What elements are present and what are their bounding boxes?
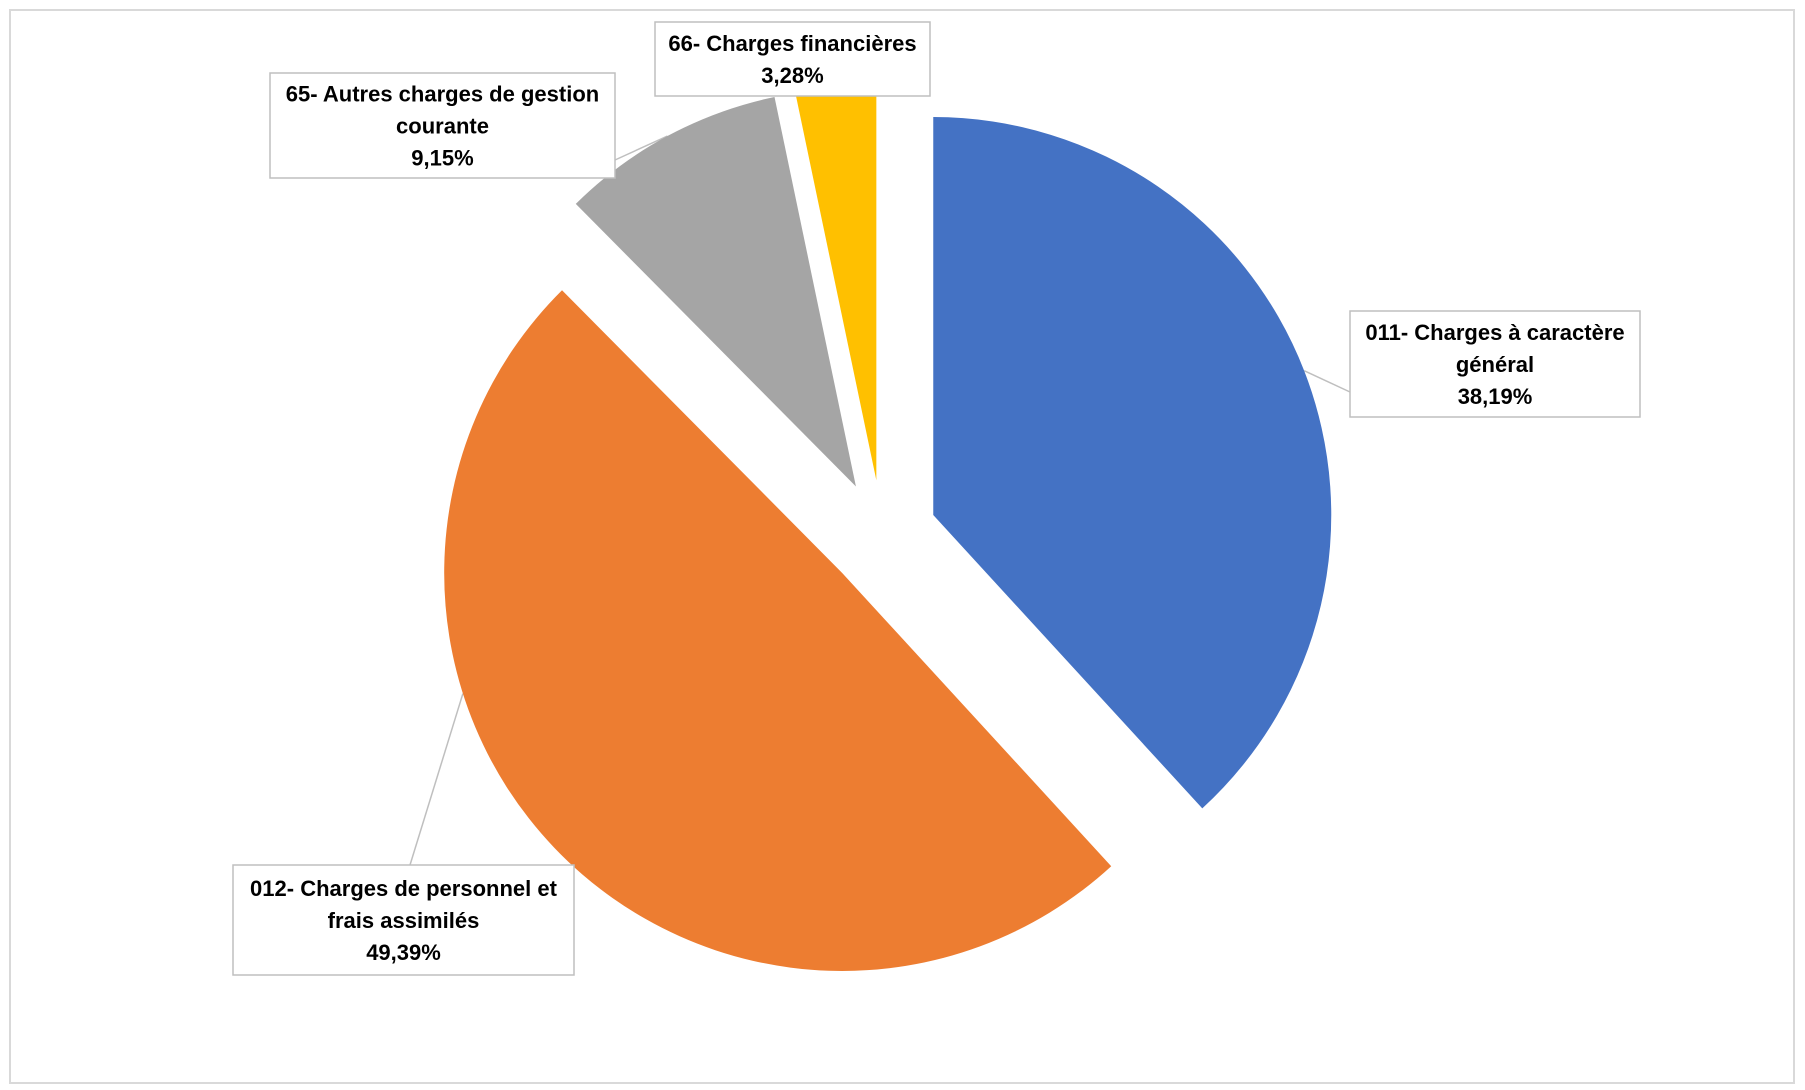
data-label-category-autres-charges-gestion: 65- Autres charges de gestion — [286, 82, 599, 107]
data-label-value-charges-personnel: 49,39% — [366, 940, 441, 965]
pie-slice-autres-charges-gestion — [575, 96, 856, 487]
pie-slices — [444, 82, 1332, 971]
data-label-category-charges-caractere-general: 011- Charges à caractère — [1365, 320, 1624, 345]
callout-box-charges-personnel — [232, 864, 575, 976]
data-label-value-charges-financieres: 3,28% — [761, 63, 823, 88]
data-label-value-autres-charges-gestion: 9,15% — [411, 146, 473, 171]
data-label-category-charges-personnel: 012- Charges de personnel et — [250, 876, 558, 901]
leader-line-charges-personnel — [409, 693, 464, 866]
data-label-category-charges-financieres: 66- Charges financières — [668, 31, 916, 56]
callout-box-autres-charges-gestion — [269, 72, 616, 179]
callout-box-charges-caractere-general — [1349, 310, 1641, 418]
data-label-value-charges-caractere-general: 38,19% — [1458, 384, 1533, 409]
data-label-category-autres-charges-gestion: courante — [396, 114, 489, 139]
pie-slice-charges-personnel — [444, 290, 1112, 971]
data-label-category-charges-personnel: frais assimilés — [328, 908, 480, 933]
callout-box-charges-financieres — [654, 21, 931, 97]
pie-slice-charges-caractere-general — [933, 117, 1332, 809]
leader-line-charges-caractere-general — [1303, 370, 1351, 393]
leader-line-autres-charges-gestion — [614, 135, 668, 161]
data-label-category-charges-caractere-general: général — [1456, 352, 1534, 377]
data-label-callouts: 011- Charges à caractère général 38,19% 012… — [232, 21, 1641, 976]
pie-slice-charges-financieres — [794, 82, 877, 481]
